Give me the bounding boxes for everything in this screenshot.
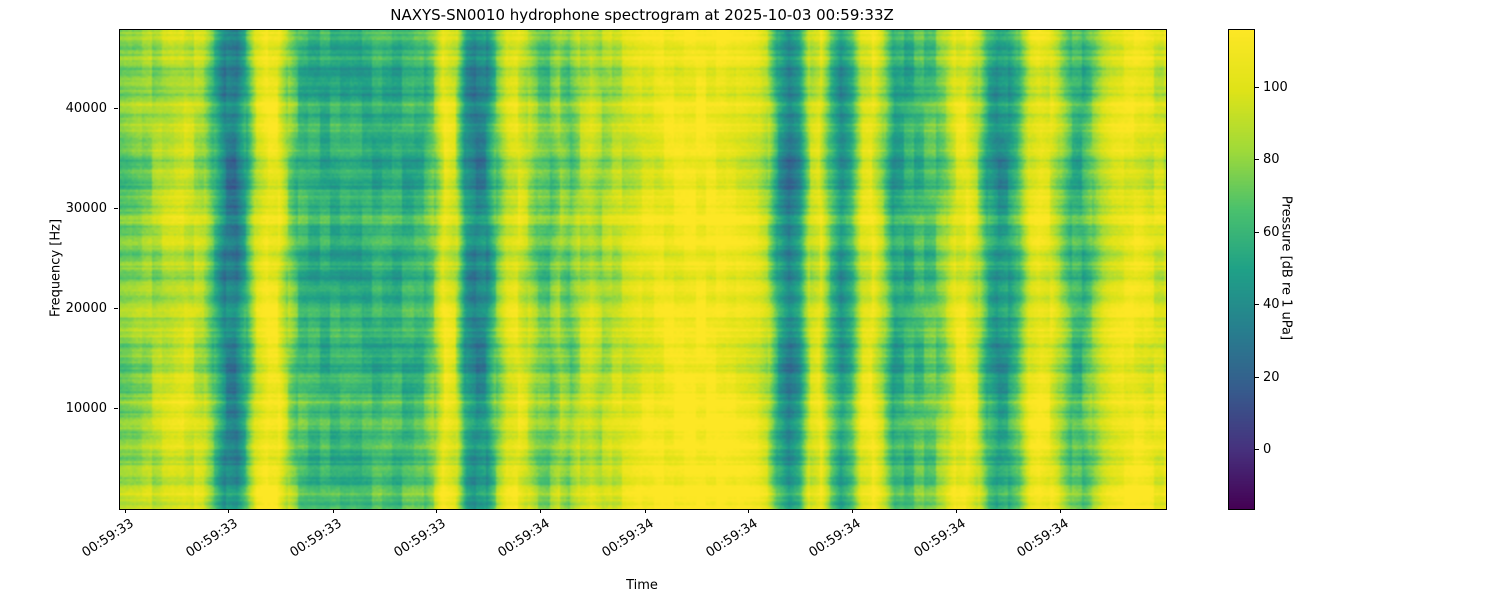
colorbar-tick-mark xyxy=(1255,449,1259,451)
x-tick-mark xyxy=(748,509,750,513)
y-tick-label: 40000 xyxy=(65,101,107,117)
colorbar-tick-mark xyxy=(1255,376,1259,378)
chart-title: NAXYS-SN0010 hydrophone spectrogram at 2… xyxy=(390,6,894,24)
colorbar-tick-label: 60 xyxy=(1263,224,1280,240)
x-axis-label: Time xyxy=(626,578,658,593)
colorbar-tick-mark xyxy=(1255,159,1259,161)
spectrogram-canvas xyxy=(120,30,1166,509)
x-tick-label: 00:59:34 xyxy=(599,516,657,561)
y-tick-mark xyxy=(114,208,118,210)
colorbar-tick-label: 100 xyxy=(1263,79,1288,95)
colorbar-tick-mark xyxy=(1255,304,1259,306)
x-tick-label: 00:59:34 xyxy=(911,516,969,561)
x-tick-label: 00:59:34 xyxy=(1014,516,1073,561)
x-tick-mark xyxy=(332,509,334,513)
x-tick-mark xyxy=(851,509,853,513)
x-tick-label: 00:59:33 xyxy=(79,516,137,561)
x-tick-label: 00:59:34 xyxy=(495,516,553,561)
y-tick-mark xyxy=(114,407,118,409)
spectrogram-plot-area xyxy=(119,29,1167,510)
x-tick-label: 00:59:33 xyxy=(287,516,346,561)
x-tick-mark xyxy=(540,509,542,513)
colorbar-tick-mark xyxy=(1255,86,1259,88)
x-tick-mark xyxy=(1059,509,1061,513)
colorbar-tick-label: 20 xyxy=(1263,369,1280,385)
x-tick-label: 00:59:33 xyxy=(391,516,449,561)
colorbar-tick-label: 80 xyxy=(1263,152,1280,168)
x-tick-mark xyxy=(228,509,230,513)
x-tick-mark xyxy=(436,509,438,513)
y-tick-mark xyxy=(114,307,118,309)
y-tick-label: 30000 xyxy=(65,201,107,217)
x-tick-label: 00:59:34 xyxy=(703,516,761,561)
colorbar-tick-label: 40 xyxy=(1263,297,1280,313)
colorbar-label: Pressure [dB re 1 uPa] xyxy=(1278,195,1294,341)
colorbar xyxy=(1228,29,1255,510)
x-tick-label: 00:59:34 xyxy=(806,516,864,561)
y-tick-label: 10000 xyxy=(65,400,107,416)
y-tick-mark xyxy=(114,108,118,110)
x-tick-mark xyxy=(124,509,126,513)
x-tick-label: 00:59:33 xyxy=(183,516,241,561)
x-tick-mark xyxy=(956,509,958,513)
y-tick-label: 20000 xyxy=(65,300,107,316)
colorbar-tick-label: 0 xyxy=(1263,442,1272,458)
colorbar-tick-mark xyxy=(1255,231,1259,233)
x-tick-mark xyxy=(644,509,646,513)
colorbar-canvas xyxy=(1229,30,1254,509)
